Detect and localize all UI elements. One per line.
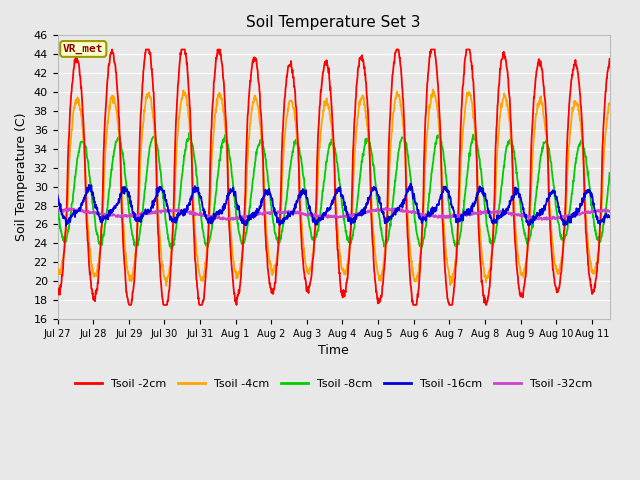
Legend: Tsoil -2cm, Tsoil -4cm, Tsoil -8cm, Tsoil -16cm, Tsoil -32cm: Tsoil -2cm, Tsoil -4cm, Tsoil -8cm, Tsoi… (70, 374, 597, 393)
Y-axis label: Soil Temperature (C): Soil Temperature (C) (15, 113, 28, 241)
Title: Soil Temperature Set 3: Soil Temperature Set 3 (246, 15, 421, 30)
Text: VR_met: VR_met (63, 44, 104, 54)
X-axis label: Time: Time (318, 344, 349, 357)
